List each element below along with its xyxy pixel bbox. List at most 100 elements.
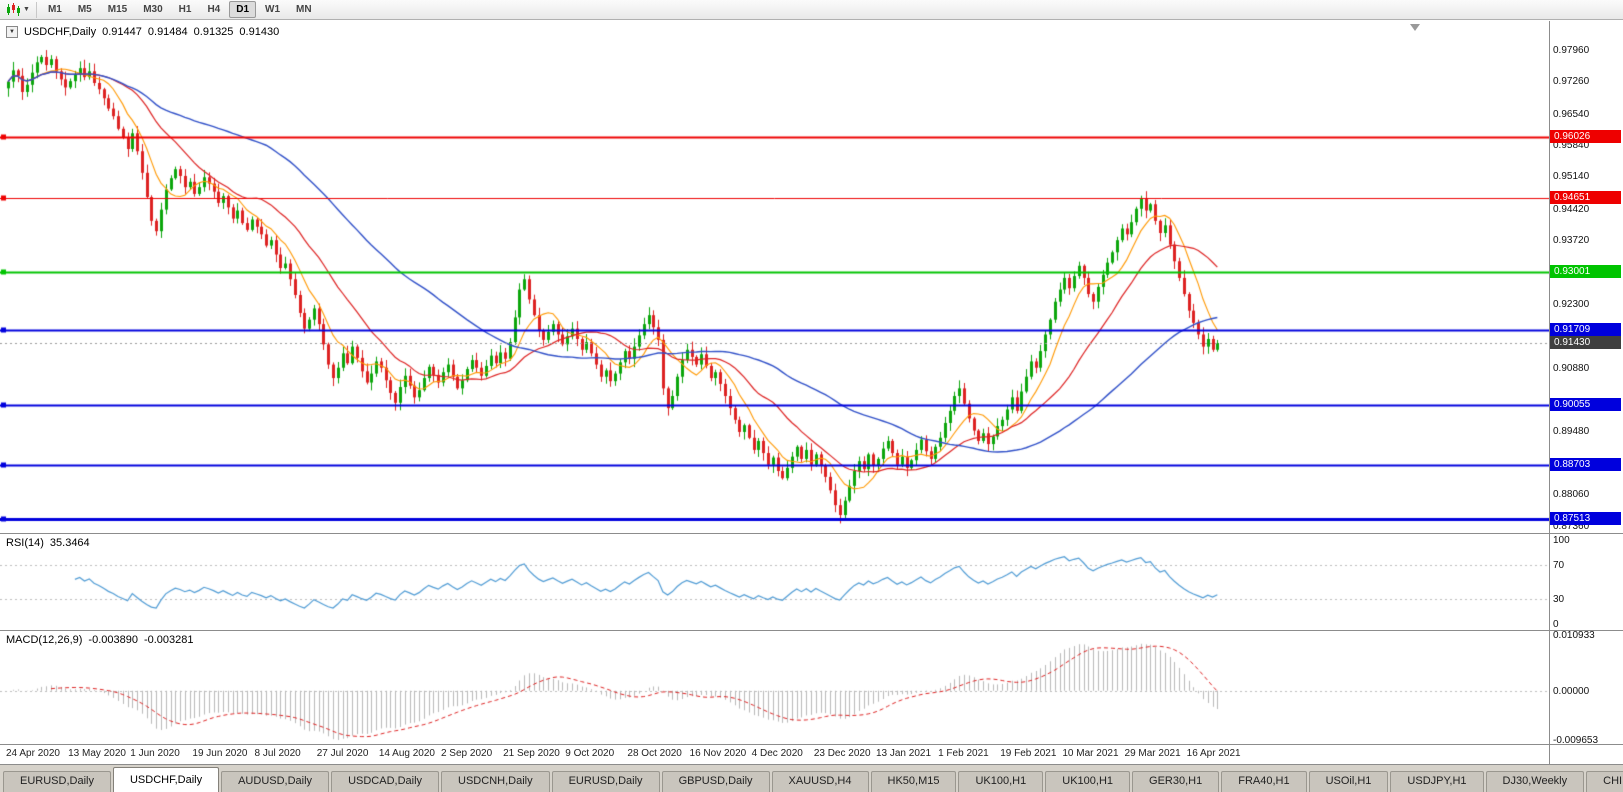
- price-level-badge: 0.87513: [1550, 511, 1621, 525]
- timeframe-button-d1[interactable]: D1: [229, 1, 257, 18]
- price-axis-tick: 0.93720: [1553, 235, 1590, 247]
- date-label: 28 Oct 2020: [627, 748, 682, 759]
- timeframe-button-m5[interactable]: M5: [77, 4, 92, 15]
- date-label: 1 Feb 2021: [938, 748, 989, 759]
- pane-separator[interactable]: [0, 533, 1623, 534]
- date-label: 13 May 2020: [68, 748, 126, 759]
- rsi-axis-tick: 30: [1553, 593, 1565, 605]
- date-label: 23 Dec 2020: [813, 748, 871, 759]
- date-label: 4 Dec 2020: [751, 748, 803, 759]
- candlestick-chart-icon: [7, 3, 20, 16]
- ohlc-high-value: 0.91484: [147, 26, 188, 38]
- symbol-tab-usdcnh-daily-4[interactable]: USDCNH,Daily: [441, 771, 550, 792]
- date-label: 1 Jun 2020: [130, 748, 180, 759]
- chart-title: ▼ USDCHF,Daily 0.91447 0.91484 0.91325 0…: [6, 26, 279, 38]
- date-label: 8 Jul 2020: [254, 748, 301, 759]
- macd-axis-tick: -0.009653: [1553, 735, 1599, 746]
- date-label: 21 Sep 2020: [503, 748, 560, 759]
- date-label: 24 Apr 2020: [6, 748, 60, 759]
- symbol-tab-hk50-m15-8[interactable]: HK50,M15: [870, 771, 957, 792]
- date-label: 13 Jan 2021: [875, 748, 932, 759]
- symbol-tab-audusd-daily-2[interactable]: AUDUSD,Daily: [221, 771, 330, 792]
- date-label: 19 Jun 2020: [192, 748, 248, 759]
- timeframe-button-h1[interactable]: H1: [178, 4, 192, 15]
- symbol-tab-eurusd-daily-0[interactable]: EURUSD,Daily: [3, 771, 111, 792]
- price-level-badge: 0.91709: [1550, 323, 1621, 337]
- macd-main-value: -0.003890: [88, 634, 138, 646]
- ohlc-low-value: 0.91325: [193, 26, 234, 38]
- ohlc-close-value: 0.91430: [239, 26, 280, 38]
- price-level-badge: 0.90055: [1550, 397, 1621, 411]
- timeframe-toolbar: M1 M5 M15 M30 H1 H4 D1 W1 MN: [41, 1, 319, 18]
- timeframe-button-m15[interactable]: M15: [107, 4, 128, 15]
- timeframe-button-m30[interactable]: M30: [143, 4, 163, 15]
- rsi-name: RSI(14): [6, 537, 44, 549]
- chart-type-button[interactable]: ▼: [4, 1, 37, 18]
- pane-separator[interactable]: [0, 630, 1623, 631]
- price-axis-tick: 0.97260: [1553, 76, 1590, 88]
- pane-separator: [0, 744, 1623, 745]
- date-label: 19 Feb 2021: [1000, 748, 1057, 759]
- timeframe-button-m1[interactable]: M1: [47, 4, 62, 15]
- date-label: 27 Jul 2020: [316, 748, 369, 759]
- symbol-tab-usdcad-daily-3[interactable]: USDCAD,Daily: [331, 771, 440, 792]
- price-level-badge: 0.93001: [1550, 265, 1621, 279]
- price-axis-tick: 0.94420: [1553, 203, 1590, 215]
- price-axis-tick: 0.92300: [1553, 298, 1590, 310]
- macd-name: MACD(12,26,9): [6, 634, 83, 646]
- rsi-axis-tick: 70: [1553, 560, 1565, 572]
- symbol-tab-china300-h1-16[interactable]: CHINA300,H1: [1586, 771, 1623, 792]
- date-label: 29 Mar 2021: [1124, 748, 1181, 759]
- price-axis-tick: 0.89480: [1553, 425, 1590, 437]
- top-toolbar: ▼ M1 M5 M15 M30 H1 H4 D1 W1 MN: [0, 0, 1623, 20]
- rsi-pane-canvas[interactable]: [0, 534, 1549, 630]
- price-axis-tick: 0.96540: [1553, 108, 1590, 120]
- date-label: 14 Aug 2020: [378, 748, 435, 759]
- timeframe-button-w1[interactable]: W1: [265, 4, 281, 15]
- macd-pane-canvas[interactable]: [0, 631, 1549, 744]
- current-price-badge: 0.91430: [1550, 336, 1621, 350]
- symbol-tab-ger30-h1-11[interactable]: GER30,H1: [1132, 771, 1220, 792]
- symbol-tab-usdjpy-h1-14[interactable]: USDJPY,H1: [1390, 771, 1484, 792]
- date-label: 16 Apr 2021: [1186, 748, 1241, 759]
- price-axis-tick: 0.95840: [1553, 139, 1590, 151]
- rsi-value: 35.3464: [49, 537, 90, 549]
- chart-shift-marker[interactable]: [1410, 24, 1420, 31]
- symbol-tab-usdchf-daily-1[interactable]: USDCHF,Daily: [112, 767, 220, 792]
- macd-indicator-label: MACD(12,26,9) -0.003890 -0.003281: [6, 634, 194, 646]
- price-axis-tick: 0.97960: [1553, 44, 1590, 56]
- chevron-down-icon: ▼: [23, 5, 30, 13]
- date-label: 16 Nov 2020: [689, 748, 747, 759]
- chart-symbol-label: USDCHF,Daily: [24, 26, 97, 38]
- symbol-tab-xauusd-h4-7[interactable]: XAUUSD,H4: [771, 771, 869, 792]
- symbol-tab-uk100-h1-10[interactable]: UK100,H1: [1045, 771, 1131, 792]
- macd-axis-tick: 0.00000: [1553, 685, 1590, 697]
- price-axis-tick: 0.95140: [1553, 171, 1590, 183]
- price-axis-tick: 0.88060: [1553, 489, 1590, 501]
- date-label: 2 Sep 2020: [440, 748, 493, 759]
- date-label: 10 Mar 2021: [1062, 748, 1119, 759]
- price-level-badge: 0.94651: [1550, 191, 1621, 205]
- rsi-axis-tick: 0: [1553, 619, 1559, 630]
- price-chart-canvas[interactable]: [0, 21, 1549, 533]
- symbol-tab-usoil-h1-13[interactable]: USOil,H1: [1308, 771, 1389, 792]
- symbol-tab-eurusd-daily-5[interactable]: EURUSD,Daily: [551, 771, 660, 792]
- symbol-tab-gbpusd-daily-6[interactable]: GBPUSD,Daily: [661, 771, 770, 792]
- macd-signal-value: -0.003281: [143, 634, 194, 646]
- symbol-tab-uk100-h1-9[interactable]: UK100,H1: [958, 771, 1044, 792]
- rsi-axis-tick: 100: [1553, 535, 1570, 546]
- price-axis-tick: 0.90880: [1553, 362, 1590, 374]
- timeframe-button-h4[interactable]: H4: [207, 4, 221, 15]
- price-axis-tick: 0.87360: [1553, 520, 1590, 532]
- date-label: 9 Oct 2020: [565, 748, 615, 759]
- ohlc-open-value: 0.91447: [102, 26, 142, 38]
- symbol-tab-dj30-weekly-15[interactable]: DJ30,Weekly: [1485, 771, 1585, 792]
- price-level-badge: 0.96026: [1550, 129, 1621, 143]
- timeframe-button-mn[interactable]: MN: [296, 4, 312, 15]
- chart-tab-bar: EURUSD,Daily USDCHF,Daily AUDUSD,Daily USDC…: [0, 764, 1623, 792]
- symbol-tab-fra40-h1-12[interactable]: FRA40,H1: [1221, 771, 1307, 792]
- rsi-indicator-label: RSI(14) 35.3464: [6, 537, 90, 549]
- one-click-trading-toggle[interactable]: ▼: [6, 26, 18, 38]
- price-axis-separator: [1549, 21, 1550, 764]
